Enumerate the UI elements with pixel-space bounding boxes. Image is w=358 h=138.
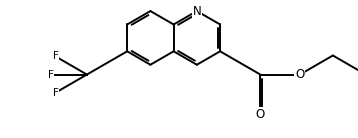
Text: N: N (193, 5, 201, 18)
Text: O: O (256, 108, 265, 121)
Text: F: F (53, 88, 58, 98)
Text: O: O (295, 68, 305, 81)
Text: F: F (53, 51, 58, 61)
Text: F: F (48, 70, 54, 79)
